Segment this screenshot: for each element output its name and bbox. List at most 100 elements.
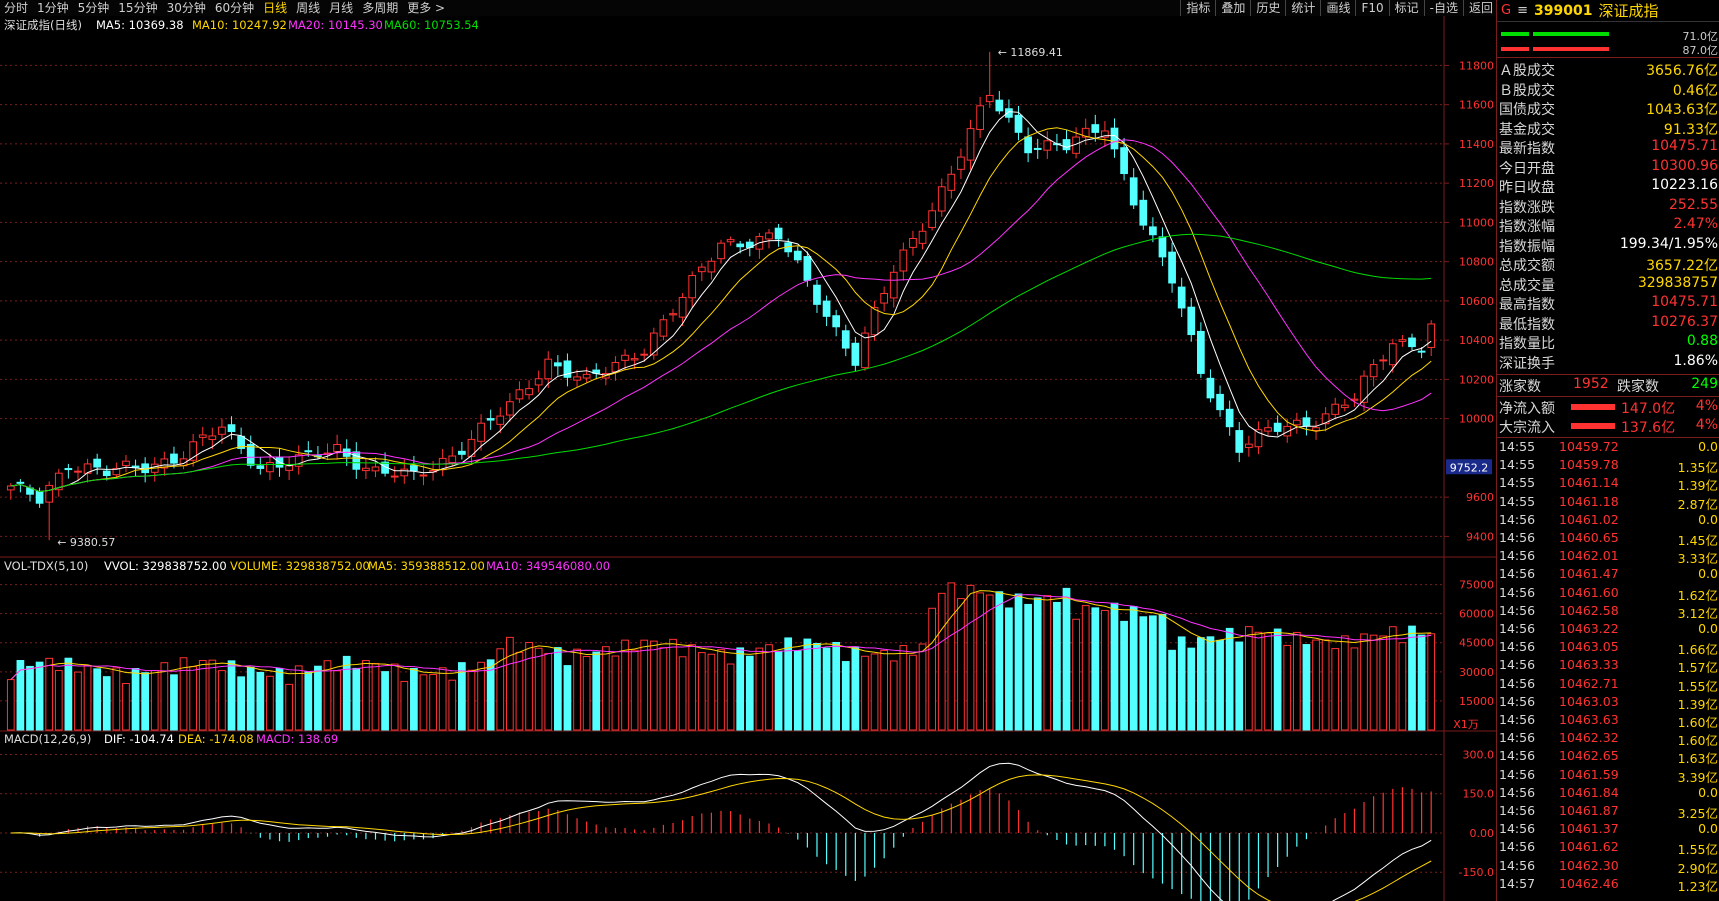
tick-volume: 0.0 (1698, 511, 1718, 527)
candle-body (1398, 339, 1407, 342)
candle-body (362, 467, 370, 472)
tool-button[interactable]: 历史 (1250, 0, 1285, 16)
period-tab[interactable]: 日线 (263, 1, 288, 15)
candle-body (256, 465, 265, 469)
candle-body (995, 99, 1004, 112)
candle-body (1197, 330, 1205, 374)
volume-bar (227, 660, 236, 731)
candle-body (525, 388, 533, 396)
volume-bar (208, 659, 217, 731)
tick-price: 10463.63 (1559, 712, 1619, 727)
period-tab[interactable]: 分时 (4, 1, 29, 15)
tick-price: 10463.22 (1559, 621, 1619, 636)
volume-bar (534, 647, 543, 731)
candle-body (889, 271, 898, 299)
volume-bar (1235, 641, 1244, 731)
tick-volume: 2.90亿 (1677, 860, 1718, 876)
high-label: ← 11869.41 (998, 46, 1063, 59)
volume-bar (889, 660, 898, 731)
candle-body (64, 468, 73, 471)
candle-body (1273, 422, 1282, 432)
period-tabs: 分时 1分钟 5分钟 15分钟 30分钟 60分钟 日线 周线 月线 多周期 更多 > (4, 0, 445, 16)
candle-body (659, 319, 668, 337)
candle-body (304, 450, 313, 453)
volume-bar (362, 660, 370, 731)
macd-legend-dif: DIF: -104.74 (104, 732, 174, 746)
volume-bar (544, 652, 553, 731)
candle-body (937, 186, 946, 212)
price-tick-label: 11400 (1459, 138, 1494, 151)
volume-bar (6, 679, 15, 731)
period-tab[interactable]: 30分钟 (166, 1, 206, 15)
tool-button[interactable]: 统计 (1285, 0, 1320, 16)
period-tab[interactable]: 更多 > (407, 1, 446, 15)
volume-bar (294, 665, 303, 731)
tick-volume: 1.55亿 (1677, 842, 1718, 858)
vol-legend-volume: VOLUME: 329838752.00 (230, 559, 370, 573)
menu-icon[interactable]: ≡ (1517, 3, 1528, 18)
tick-volume: 3.12亿 (1677, 605, 1718, 621)
net-inflow-pct: 4% (1695, 398, 1718, 414)
volume-bar (179, 657, 188, 731)
tool-button[interactable]: F10 (1355, 0, 1388, 16)
price-tick-label: 10800 (1459, 256, 1494, 269)
period-tab[interactable]: 月线 (329, 1, 354, 15)
tool-button[interactable]: -自选 (1423, 0, 1463, 16)
index-name: 深证成指 (1598, 2, 1659, 20)
tool-button[interactable]: 叠加 (1215, 0, 1250, 16)
stat-row: 基金成交 91.33亿 (1497, 119, 1719, 138)
candle-body (621, 354, 629, 361)
candle-body (16, 481, 25, 484)
kline-chart[interactable]: 11800 11600 11400 11200 11000 10800 10600 10400… (0, 16, 1496, 901)
volume-bar (1177, 636, 1186, 731)
vol-legend-ma5: MA5: 359388512.00 (368, 559, 485, 573)
volume-bar (390, 663, 399, 731)
index-code: 399001 (1533, 2, 1593, 19)
block-inflow-value: 137.6亿 (1621, 420, 1676, 436)
period-tab[interactable]: 60分钟 (214, 1, 255, 15)
stat-row: 深证换手 1.86% (1497, 353, 1719, 372)
volume-bar (1101, 609, 1109, 731)
candle-body (717, 242, 725, 260)
tick-time: 14:56 (1499, 675, 1536, 691)
volume-bar (1005, 607, 1013, 731)
period-tab[interactable]: 周线 (296, 1, 321, 15)
rise-count: 1952 (1573, 376, 1609, 392)
period-tab[interactable]: 多周期 (362, 1, 399, 15)
volume-bar (246, 666, 255, 731)
ma10-legend: MA10: 10247.92 (192, 18, 287, 32)
tool-button[interactable]: 标记 (1388, 0, 1424, 16)
candle-body (1264, 427, 1272, 432)
tool-button[interactable]: 指标 (1180, 0, 1215, 16)
period-tab[interactable]: 1分钟 (37, 1, 69, 15)
tool-button[interactable]: 画线 (1320, 0, 1355, 16)
price-tick-label: 11800 (1459, 59, 1494, 72)
tool-button[interactable]: 返回 (1462, 0, 1498, 16)
volume-bar (717, 649, 725, 731)
volume-bar (553, 647, 562, 731)
low-label: ← 9380.57 (57, 536, 115, 549)
volume-bar (1292, 631, 1301, 731)
stat-label: 指数涨跌 (1499, 199, 1555, 216)
stat-label: 指数涨幅 (1499, 219, 1555, 235)
tick-price: 10460.65 (1559, 530, 1619, 545)
tick-price: 10461.02 (1559, 511, 1619, 527)
volume-bar (323, 660, 332, 731)
candle-body (102, 470, 111, 477)
candle-body (477, 422, 485, 442)
tick-volume: 1.62亿 (1677, 587, 1718, 603)
period-tab[interactable]: 15分钟 (118, 1, 158, 15)
g-icon[interactable]: G (1501, 3, 1512, 18)
tick-price: 10461.84 (1559, 784, 1619, 800)
volume-bar (448, 679, 457, 731)
candle-body (640, 353, 649, 356)
candle-body (496, 415, 505, 425)
period-tab[interactable]: 5分钟 (77, 1, 110, 15)
volume-bar (1043, 595, 1052, 731)
volume-tick-label: 75000 (1459, 579, 1494, 592)
stat-label: 国债成交 (1499, 102, 1555, 118)
tick-price: 10462.01 (1559, 548, 1619, 564)
stat-value: 3657.22亿 (1646, 258, 1718, 274)
volume-bar (611, 655, 620, 731)
volume-bar (1225, 627, 1234, 731)
